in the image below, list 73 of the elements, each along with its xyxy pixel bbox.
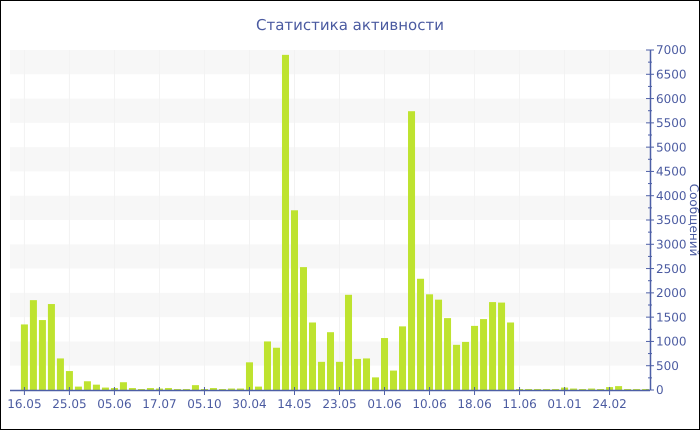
y-tick-label: 6000: [656, 92, 687, 106]
bar: [246, 362, 253, 390]
y-tick-label: 5500: [656, 116, 687, 130]
bar: [363, 358, 370, 390]
x-tick-label: 24.02: [592, 397, 627, 411]
bar: [615, 386, 622, 390]
bar: [192, 385, 199, 390]
x-tick-label: 11.06: [502, 397, 537, 411]
y-tick-label: 3000: [656, 237, 687, 252]
bar: [480, 319, 488, 390]
bar: [354, 358, 362, 390]
bar: [48, 304, 55, 390]
bar: [507, 322, 514, 390]
bar: [92, 384, 100, 390]
bar: [272, 348, 280, 390]
bar: [56, 358, 64, 390]
bar: [453, 344, 460, 390]
bar: [426, 294, 434, 390]
y-tick-label: 7000: [656, 43, 687, 58]
bar: [390, 370, 398, 390]
bar: [462, 342, 470, 390]
bar: [399, 326, 406, 390]
x-tick-label: 25.05: [52, 397, 87, 411]
bar: [318, 362, 326, 390]
x-tick-label: 05.10: [187, 397, 222, 411]
x-tick-label: 01.06: [367, 397, 402, 411]
bar: [30, 300, 37, 390]
bar: [435, 300, 442, 390]
x-tick-label: 14.05: [277, 397, 312, 411]
bar: [290, 210, 298, 390]
y-tick-label: 1500: [656, 310, 687, 324]
x-tick-label: 23.05: [322, 397, 357, 411]
bar: [20, 324, 28, 390]
bar: [326, 332, 334, 390]
bar: [120, 382, 127, 390]
y-tick-label: 3500: [656, 213, 687, 228]
bar: [444, 318, 452, 390]
bar: [372, 377, 380, 390]
bar: [308, 322, 316, 390]
bar: [74, 386, 82, 390]
y-tick-label: 6500: [656, 67, 687, 82]
bar: [282, 54, 289, 390]
x-tick-label: 01.01: [547, 397, 582, 411]
bar: [489, 302, 496, 390]
chart-title: Статистика активности: [256, 16, 444, 34]
y-tick-label: 2500: [656, 262, 687, 276]
bar: [471, 326, 478, 390]
x-tick-label: 10.06: [412, 397, 447, 411]
y-tick-label: 4500: [656, 164, 687, 179]
bar: [264, 341, 271, 390]
y-tick-label: 2000: [656, 286, 687, 300]
bar: [254, 386, 262, 390]
y-tick-label: 4000: [656, 188, 687, 203]
bar: [84, 381, 91, 390]
y-tick-label: 1000: [656, 334, 687, 349]
bar: [381, 338, 388, 390]
bar: [498, 302, 506, 390]
y-tick-label: 0: [656, 383, 664, 398]
x-tick-label: 30.04: [232, 397, 267, 411]
bar: [417, 278, 424, 390]
x-tick-label: 05.06: [97, 397, 132, 411]
x-tick-label: 17.07: [142, 397, 177, 411]
bar: [336, 362, 344, 390]
bar: [66, 371, 73, 390]
y-tick-label: 500: [656, 358, 679, 373]
y-tick-label: 5000: [656, 140, 687, 154]
x-tick-label: 18.06: [457, 397, 492, 411]
x-tick-label: 16.05: [7, 397, 42, 411]
bar: [344, 294, 352, 390]
bar: [38, 320, 46, 390]
bar: [300, 267, 307, 390]
bar: [408, 111, 416, 390]
y-axis-title: Сообщений: [687, 184, 700, 256]
